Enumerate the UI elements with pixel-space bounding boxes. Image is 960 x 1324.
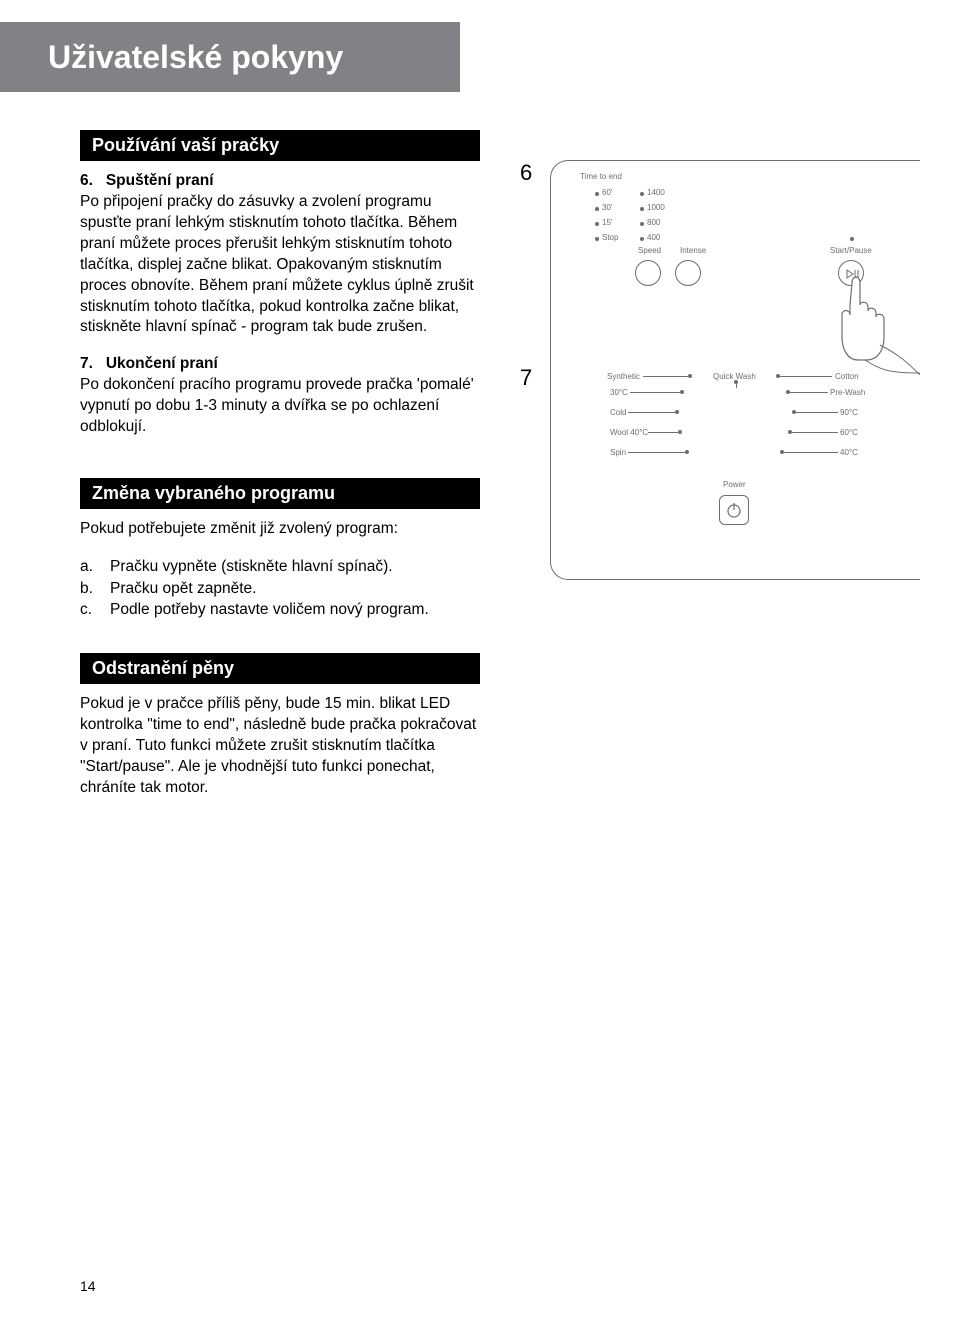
end-wash-heading: 7. Ukončení praní <box>80 355 218 372</box>
power-button[interactable] <box>719 495 749 525</box>
page-number: 14 <box>80 1278 96 1294</box>
list-val: Pračku opět zapněte. <box>110 578 480 600</box>
list-key: a. <box>80 556 110 578</box>
start-wash-text: Po připojení pračky do zásuvky a zvolení… <box>80 193 474 336</box>
label-startpause: Start/Pause <box>830 246 872 255</box>
intense-button[interactable] <box>675 260 701 286</box>
label-stop: Stop <box>602 233 618 242</box>
label-15min: 15' <box>602 218 612 227</box>
section-foam-title: Odstranění pěny <box>80 653 480 684</box>
page-title: Uživatelské pokyny <box>48 39 343 76</box>
list-item-c: c. Podle potřeby nastavte voličem nový p… <box>80 599 480 621</box>
label-wool40: Wool 40°C <box>610 428 648 437</box>
list-item-b: b. Pračku opět zapněte. <box>80 578 480 600</box>
callout-7: 7 <box>520 365 532 391</box>
change-program-intro: Pokud potřebujete změnit již zvolený pro… <box>80 519 480 540</box>
end-wash-text: Po dokončení pracího programu provede pr… <box>80 376 474 435</box>
label-60c: 60°C <box>840 428 858 437</box>
list-item-a: a. Pračku vypněte (stiskněte hlavní spín… <box>80 556 480 578</box>
control-panel-diagram: 6 7 Time to end 60' 30' 15' Stop 1400 10… <box>520 160 920 580</box>
section-using-washer-title: Používání vaší pračky <box>80 130 480 161</box>
list-val: Podle potřeby nastavte voličem nový prog… <box>110 599 480 621</box>
start-wash-heading: 6. Spuštění praní <box>80 172 214 189</box>
label-cotton: Cotton <box>835 372 859 381</box>
label-intense: Intense <box>680 246 706 255</box>
label-1000: 1000 <box>647 203 665 212</box>
label-speed: Speed <box>638 246 661 255</box>
content-column: Používání vaší pračky 6. Spuštění praní … <box>80 130 480 815</box>
label-60min: 60' <box>602 188 612 197</box>
label-cold: Cold <box>610 408 626 417</box>
header-bar: Uživatelské pokyny <box>0 22 460 92</box>
start-wash-paragraph: 6. Spuštění praní Po připojení pračky do… <box>80 171 480 338</box>
hand-pointer-icon <box>830 265 920 375</box>
label-400: 400 <box>647 233 660 242</box>
list-key: c. <box>80 599 110 621</box>
label-40c: 40°C <box>840 448 858 457</box>
list-key: b. <box>80 578 110 600</box>
list-val: Pračku vypněte (stiskněte hlavní spínač)… <box>110 556 480 578</box>
label-prewash: Pre-Wash <box>830 388 865 397</box>
label-spin: Spin <box>610 448 626 457</box>
speed-button[interactable] <box>635 260 661 286</box>
end-wash-paragraph: 7. Ukončení praní Po dokončení pracího p… <box>80 354 480 438</box>
power-icon <box>725 501 743 519</box>
label-30min: 30' <box>602 203 612 212</box>
label-30c: 30°C <box>610 388 628 397</box>
label-90c: 90°C <box>840 408 858 417</box>
label-1400: 1400 <box>647 188 665 197</box>
section-change-program-title: Změna vybraného programu <box>80 478 480 509</box>
foam-paragraph: Pokud je v pračce příliš pěny, bude 15 m… <box>80 694 480 799</box>
callout-6: 6 <box>520 160 532 186</box>
label-synthetic: Synthetic <box>607 372 640 381</box>
label-time-to-end: Time to end <box>580 172 622 181</box>
label-800: 800 <box>647 218 660 227</box>
label-power: Power <box>723 480 746 489</box>
